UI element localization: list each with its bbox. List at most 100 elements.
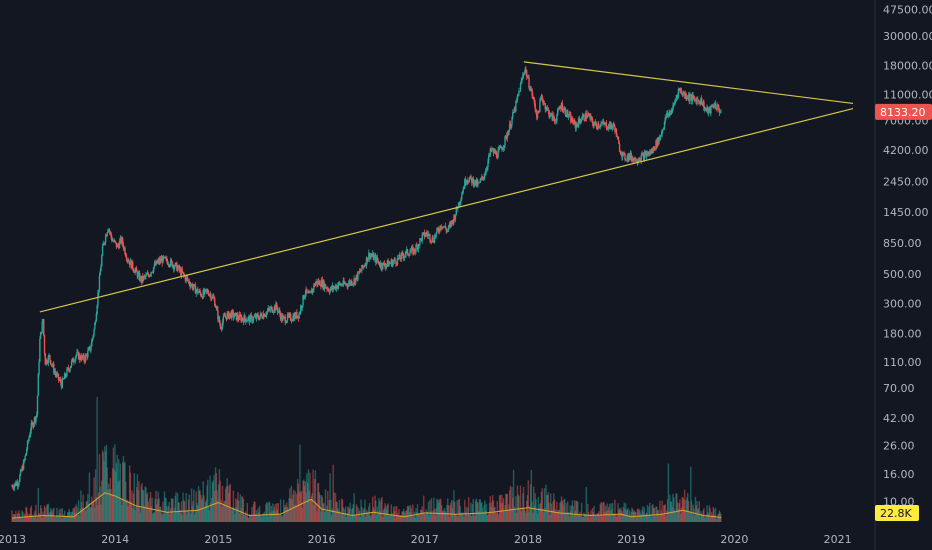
- candle-body: [19, 470, 22, 476]
- volume-bar: [430, 498, 433, 522]
- candle-body: [87, 350, 89, 358]
- volume-bar: [74, 512, 77, 522]
- candle-body: [32, 423, 35, 427]
- candle-body: [164, 256, 166, 259]
- candle-body: [43, 319, 45, 336]
- volume-bar: [497, 513, 499, 522]
- candle-body: [651, 149, 653, 154]
- volume-bar: [371, 496, 374, 522]
- candle-body: [638, 160, 640, 162]
- volume-bar: [121, 504, 123, 522]
- volume-bar: [594, 514, 597, 522]
- candle-body: [138, 273, 140, 274]
- volume-bar: [269, 502, 271, 522]
- candle-body: [341, 285, 344, 287]
- volume-bar: [226, 478, 228, 522]
- volume-bar: [676, 493, 678, 522]
- candle-body: [128, 261, 130, 263]
- volume-bar: [553, 499, 556, 522]
- candle-body: [687, 94, 690, 99]
- candle-body: [389, 263, 391, 264]
- candle-body: [186, 277, 189, 281]
- volume-bar: [417, 513, 420, 522]
- candle-body: [611, 125, 613, 129]
- price-axis[interactable]: 47500.0030000.0018000.0011000.007000.004…: [883, 3, 932, 508]
- time-axis[interactable]: 2013 2014 2015 2016 2017 2018 2019 2020 2021: [0, 533, 852, 546]
- candle-body: [635, 157, 637, 162]
- candle-body: [320, 285, 322, 287]
- candle-body: [653, 146, 656, 150]
- volume-bar: [508, 504, 510, 522]
- candle-body: [562, 110, 564, 112]
- volume-bar: [119, 463, 122, 522]
- volume-bar: [546, 494, 549, 522]
- candle-body: [217, 309, 219, 320]
- volume-bar: [284, 504, 286, 522]
- candle-body: [406, 249, 408, 251]
- candle-body: [690, 95, 693, 102]
- candle-body: [291, 320, 293, 322]
- volume-bar: [649, 514, 652, 522]
- candle-body: [604, 123, 606, 125]
- candle-body: [80, 358, 82, 361]
- candle-body: [617, 136, 619, 140]
- volume-bar: [481, 502, 483, 522]
- candle-body: [659, 137, 661, 139]
- volume-bar: [381, 497, 383, 522]
- candle-body: [516, 96, 519, 100]
- candle-body: [649, 150, 652, 153]
- volume-bar: [43, 514, 45, 522]
- volume-bar: [142, 490, 145, 522]
- candle-body: [38, 361, 40, 374]
- volume-bar: [694, 496, 697, 522]
- candle-body: [294, 313, 296, 318]
- candle-body: [459, 201, 461, 205]
- volume-bar: [68, 509, 70, 522]
- volume-bar: [427, 502, 430, 522]
- candle-body: [289, 314, 291, 316]
- candle-body: [698, 101, 701, 103]
- trendline[interactable]: [39, 107, 854, 313]
- candle-body: [462, 188, 464, 193]
- volume-bar: [461, 514, 464, 522]
- volume-bar: [489, 496, 492, 522]
- candle-body: [272, 312, 274, 313]
- volume-bar: [95, 497, 98, 522]
- volume-bar: [183, 501, 186, 522]
- volume-bar: [404, 513, 406, 522]
- candle-body: [480, 178, 482, 180]
- candle-body: [234, 313, 236, 317]
- candle-body: [710, 105, 713, 108]
- candle-body: [493, 150, 495, 153]
- candle-body: [154, 263, 156, 266]
- candle-body: [226, 313, 228, 320]
- volume-bar: [176, 493, 179, 522]
- candle-body: [170, 259, 173, 262]
- trendline[interactable]: [523, 61, 854, 105]
- volume-bar: [308, 490, 310, 522]
- candle-body: [578, 118, 581, 121]
- volume-bar: [560, 501, 562, 522]
- candle-body: [70, 365, 72, 369]
- candle-body: [135, 268, 137, 270]
- candle-body: [468, 178, 471, 183]
- volume-bar: [652, 504, 654, 522]
- candle-body: [290, 320, 293, 322]
- candle-body: [385, 264, 388, 266]
- candle-body: [391, 260, 393, 267]
- candle-body: [190, 284, 193, 285]
- candle-body: [111, 236, 113, 241]
- candle-body: [580, 120, 582, 123]
- volume-bar: [680, 513, 682, 522]
- candle-body: [377, 260, 379, 262]
- candle-body: [43, 335, 46, 354]
- trendlines[interactable]: [39, 61, 854, 313]
- candle-body: [433, 242, 435, 243]
- volume-bar: [566, 512, 568, 522]
- candle-body: [429, 234, 431, 241]
- candle-body: [163, 256, 165, 258]
- candle-body: [616, 136, 618, 138]
- candle-body: [547, 109, 550, 111]
- candle-body: [414, 251, 416, 253]
